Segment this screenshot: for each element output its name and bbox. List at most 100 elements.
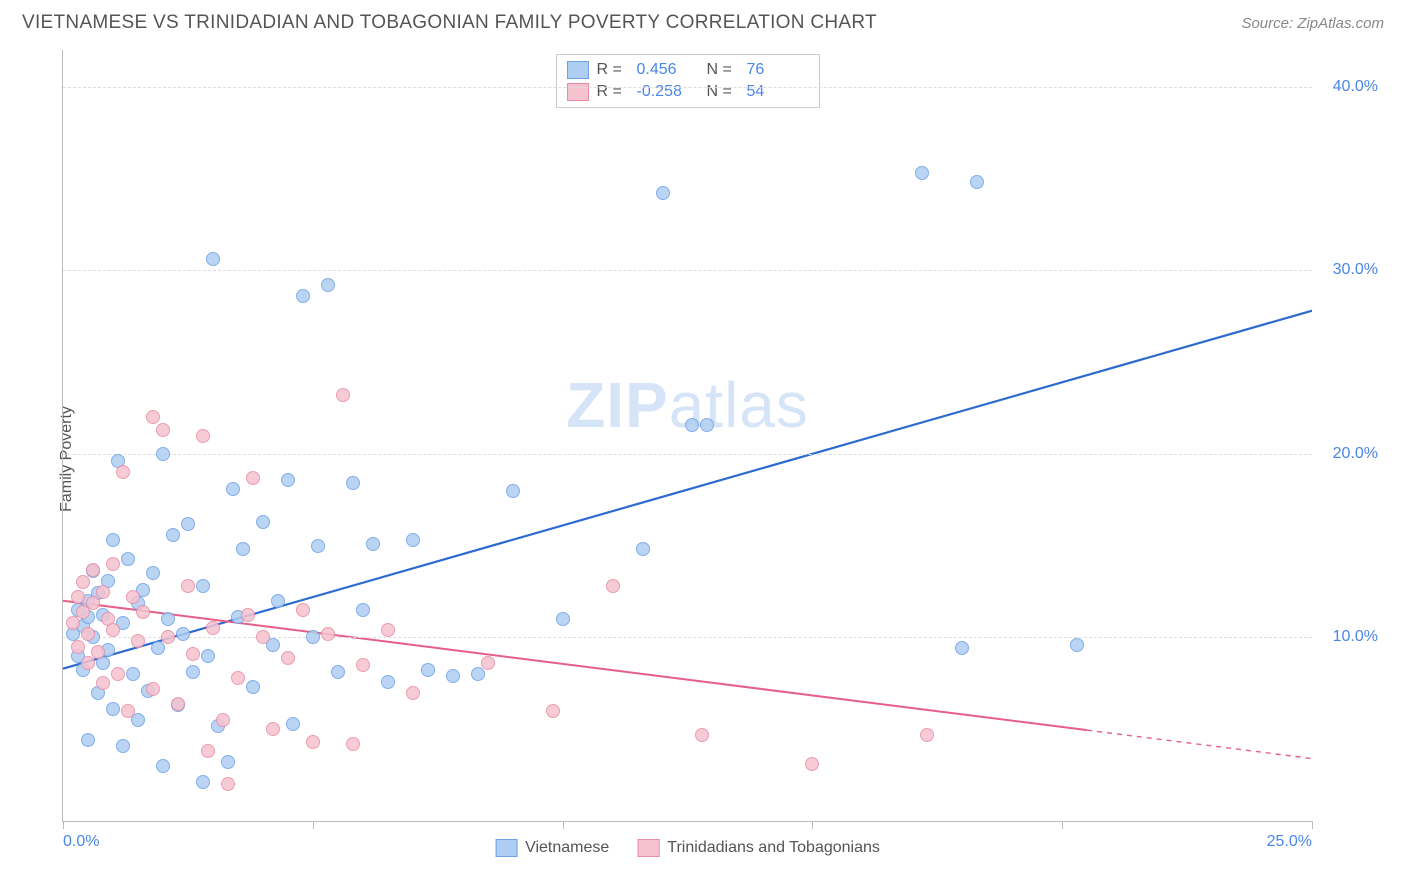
data-point <box>920 728 934 742</box>
data-point <box>106 533 120 547</box>
data-point <box>86 563 100 577</box>
data-point <box>171 697 185 711</box>
data-point <box>91 645 105 659</box>
data-point <box>181 517 195 531</box>
data-point <box>81 627 95 641</box>
data-point <box>186 647 200 661</box>
data-point <box>66 616 80 630</box>
data-point <box>146 682 160 696</box>
data-point <box>146 566 160 580</box>
data-point <box>176 627 190 641</box>
trend-lines-layer <box>63 50 1312 821</box>
data-point <box>311 539 325 553</box>
stats-legend-row: R = -0.258 N = 54 <box>567 81 809 103</box>
series-legend: Vietnamese Trinidadians and Tobagonians <box>495 839 880 857</box>
y-tick-label: 10.0% <box>1333 628 1378 646</box>
data-point <box>1070 638 1084 652</box>
data-point <box>216 713 230 727</box>
x-tick <box>563 821 564 829</box>
trend-line <box>63 601 1087 730</box>
data-point <box>106 702 120 716</box>
data-point <box>915 166 929 180</box>
legend-label: Trinidadians and Tobagonians <box>667 839 880 857</box>
data-point <box>166 528 180 542</box>
x-tick <box>1312 821 1313 829</box>
data-point <box>151 641 165 655</box>
data-point <box>131 634 145 648</box>
x-tick-label: 0.0% <box>63 833 99 851</box>
y-tick-label: 40.0% <box>1333 78 1378 96</box>
data-point <box>381 623 395 637</box>
data-point <box>506 484 520 498</box>
swatch-series-1 <box>637 839 659 857</box>
data-point <box>356 603 370 617</box>
data-point <box>346 737 360 751</box>
data-point <box>71 640 85 654</box>
data-point <box>296 289 310 303</box>
data-point <box>606 579 620 593</box>
data-point <box>281 473 295 487</box>
data-point <box>685 418 699 432</box>
source-attribution: Source: ZipAtlas.com <box>1241 15 1384 32</box>
data-point <box>106 557 120 571</box>
data-point <box>81 656 95 670</box>
data-point <box>281 651 295 665</box>
data-point <box>700 418 714 432</box>
data-point <box>336 388 350 402</box>
data-point <box>366 537 380 551</box>
data-point <box>271 594 285 608</box>
data-point <box>241 608 255 622</box>
data-point <box>406 533 420 547</box>
data-point <box>246 471 260 485</box>
y-tick-label: 30.0% <box>1333 261 1378 279</box>
data-point <box>206 621 220 635</box>
data-point <box>321 278 335 292</box>
data-point <box>111 667 125 681</box>
gridline <box>63 454 1312 455</box>
swatch-series-1 <box>567 83 589 101</box>
data-point <box>346 476 360 490</box>
stats-legend-row: R = 0.456 N = 76 <box>567 59 809 81</box>
data-point <box>181 579 195 593</box>
data-point <box>161 630 175 644</box>
plot-area: ZIPatlas R = 0.456 N = 76 R = -0.258 N =… <box>62 50 1312 822</box>
gridline <box>63 270 1312 271</box>
data-point <box>656 186 670 200</box>
legend-item: Trinidadians and Tobagonians <box>637 839 880 857</box>
data-point <box>196 775 210 789</box>
data-point <box>76 575 90 589</box>
data-point <box>121 704 135 718</box>
data-point <box>161 612 175 626</box>
legend-item: Vietnamese <box>495 839 609 857</box>
data-point <box>201 649 215 663</box>
data-point <box>126 590 140 604</box>
correlation-scatter-chart: Family Poverty ZIPatlas R = 0.456 N = 76… <box>22 44 1384 874</box>
x-tick <box>1062 821 1063 829</box>
data-point <box>146 410 160 424</box>
data-point <box>955 641 969 655</box>
data-point <box>406 686 420 700</box>
data-point <box>231 671 245 685</box>
watermark: ZIPatlas <box>566 368 809 442</box>
x-tick <box>812 821 813 829</box>
data-point <box>206 252 220 266</box>
stats-legend: R = 0.456 N = 76 R = -0.258 N = 54 <box>556 54 820 108</box>
data-point <box>196 579 210 593</box>
data-point <box>256 630 270 644</box>
data-point <box>156 447 170 461</box>
trend-line-extrapolated <box>1087 730 1312 758</box>
header: VIETNAMESE VS TRINIDADIAN AND TOBAGONIAN… <box>0 0 1406 40</box>
data-point <box>695 728 709 742</box>
data-point <box>116 465 130 479</box>
y-tick-label: 20.0% <box>1333 445 1378 463</box>
gridline <box>63 87 1312 88</box>
x-tick-label: 25.0% <box>1267 833 1312 851</box>
data-point <box>266 722 280 736</box>
data-point <box>96 585 110 599</box>
data-point <box>136 605 150 619</box>
data-point <box>71 590 85 604</box>
data-point <box>321 627 335 641</box>
data-point <box>471 667 485 681</box>
data-point <box>446 669 460 683</box>
x-tick <box>63 821 64 829</box>
